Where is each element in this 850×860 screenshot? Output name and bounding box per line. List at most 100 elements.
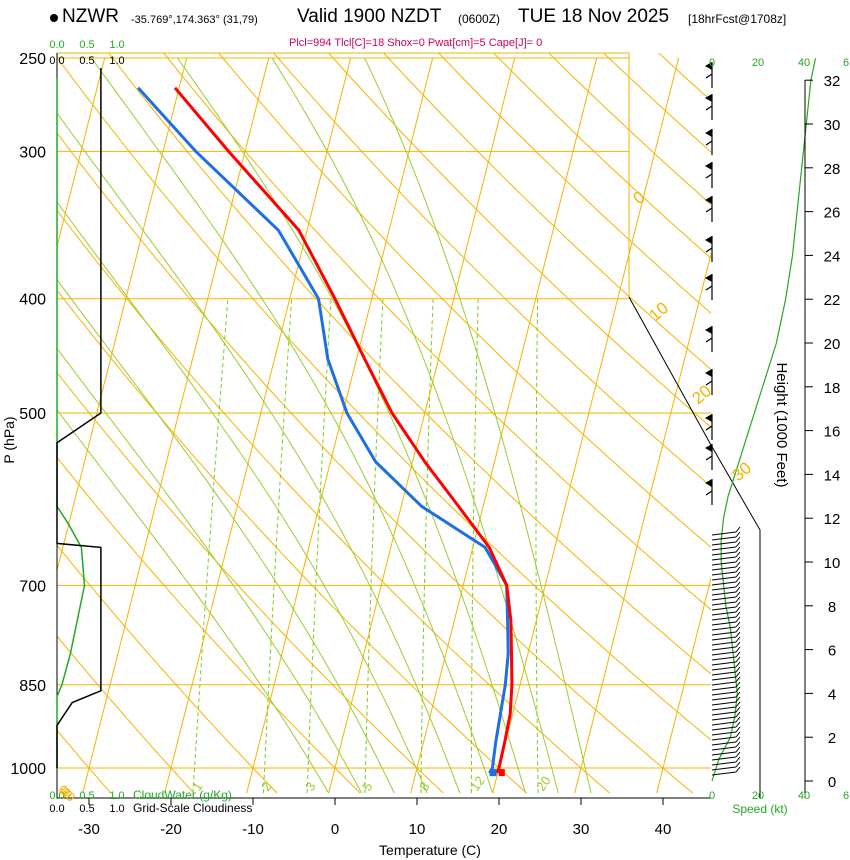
pressure-tick-label: 250 <box>19 51 46 68</box>
wind-barb <box>711 596 741 606</box>
moist-adiabat <box>57 112 461 794</box>
dry-adiabat <box>805 37 850 793</box>
dry-adiabat <box>163 53 711 611</box>
dry-adiabat <box>327 53 711 428</box>
cloudwater-line <box>56 78 86 768</box>
wind-barb <box>705 129 713 155</box>
height-tick-label: 30 <box>824 117 841 134</box>
height-tick-label: 20 <box>824 336 841 353</box>
dry-adiabat <box>57 456 361 794</box>
isobar-lines <box>57 57 711 769</box>
dry-adiabat <box>57 635 195 794</box>
dry-adiabat <box>57 209 610 794</box>
station-dot <box>50 14 58 22</box>
height-tick-label: 8 <box>828 599 836 616</box>
wind-barb <box>711 546 741 556</box>
mixing-ratio-line <box>364 298 384 794</box>
wind-barb <box>711 571 741 581</box>
wind-panel <box>705 58 817 782</box>
height-tick-label: 2 <box>828 730 836 747</box>
wind-barb <box>711 766 741 776</box>
cloudiness-label: Grid-Scale Cloudiness <box>133 801 252 815</box>
wind-barb <box>711 721 741 731</box>
wind-barb <box>711 751 741 761</box>
wind-barb <box>711 706 741 716</box>
height-tick-label: 28 <box>824 161 841 178</box>
pressure-axis-title: P (hPa) <box>1 416 17 463</box>
height-tick-label: 12 <box>824 511 841 528</box>
wind-barb <box>711 531 741 541</box>
wind-barb <box>711 626 741 636</box>
cloudiness-scale-bottom: 0.0 <box>49 803 64 815</box>
wind-barb <box>705 369 713 395</box>
wind-barb <box>711 561 741 571</box>
isotherm-label-right: 0 <box>629 187 648 208</box>
temp-tick-label: 0 <box>331 821 339 838</box>
wind-barb <box>705 479 713 505</box>
isotherm-line <box>328 57 516 794</box>
dry-adiabat <box>218 53 711 548</box>
cloudiness-scale-top: 0.5 <box>79 55 94 67</box>
wind-barb <box>711 761 741 771</box>
pressure-tick-label: 300 <box>19 144 46 161</box>
wind-barb <box>711 606 741 616</box>
moist-adiabat <box>57 278 395 794</box>
moist-adiabat <box>57 347 362 794</box>
height-tick-label: 16 <box>824 424 841 441</box>
isotherm-line <box>57 57 106 249</box>
temp-tick-label: 10 <box>409 821 426 838</box>
temp-tick-label: -30 <box>78 821 100 838</box>
mixing-ratio-label: 8 <box>416 779 432 794</box>
valid-time: Valid 1900 NZDT <box>297 6 442 27</box>
isotherm-line <box>82 57 270 794</box>
adiabat-lines <box>57 37 850 794</box>
dry-adiabat <box>57 544 278 794</box>
speed-scale-top: 40 <box>798 57 810 69</box>
wind-barb <box>711 726 741 736</box>
cloudwater-scale-top: 1.0 <box>109 39 124 51</box>
wind-barb <box>711 741 741 751</box>
wind-barb <box>705 196 713 222</box>
mixing-ratio-line <box>535 298 539 794</box>
mixing-ratio-label: 12 <box>467 773 488 793</box>
wind-barb <box>711 601 741 611</box>
wind-barb <box>711 681 741 691</box>
cloudiness-scale-top: 0.0 <box>49 55 64 67</box>
wind-barb <box>711 541 741 551</box>
cloudwater-label: CloudWater (g/Kg) <box>133 788 232 802</box>
pressure-tick-label: 850 <box>19 678 46 695</box>
wind-barb <box>711 631 741 641</box>
temp-tick-label: -20 <box>160 821 182 838</box>
cloudwater-scale-top: 0.0 <box>49 39 64 51</box>
isotherm-line <box>574 252 711 794</box>
speed-scale-bottom: 0 <box>709 790 715 802</box>
speed-scale-bottom: 40 <box>798 790 810 802</box>
height-tick-label: 0 <box>828 774 836 791</box>
speed-scale-top: 0 <box>709 57 715 69</box>
height-tick-label: 10 <box>824 555 841 572</box>
mixing-ratio-line <box>263 298 293 794</box>
mixing-ratio-line <box>306 298 332 794</box>
isotherm-line <box>656 576 711 794</box>
sounding-params: Plcl=994 Tlcl[C]=18 Shox=0 Pwat[cm]=5 Ca… <box>289 37 543 49</box>
mixing-ratio-lines <box>192 298 539 794</box>
wind-barb <box>711 746 741 756</box>
height-tick-label: 18 <box>824 380 841 397</box>
wind-barb <box>711 591 741 601</box>
dry-adiabat <box>438 53 711 314</box>
mixing-ratio-label: 20 <box>533 773 554 793</box>
height-tick-label: 22 <box>824 292 841 309</box>
temp-tick-label: -10 <box>242 821 264 838</box>
wind-barb <box>711 621 741 631</box>
mixing-ratio-label: 5 <box>359 779 375 794</box>
plot-frame <box>56 52 761 799</box>
speed-scale-top: 20 <box>752 57 764 69</box>
cloudwater-scale-top: 0.5 <box>79 39 94 51</box>
dry-adiabat <box>383 53 711 371</box>
wind-barb <box>711 671 741 681</box>
wind-barb <box>711 551 741 561</box>
wind-barb <box>705 444 713 470</box>
cloudiness-scale-top: 1.0 <box>109 55 124 67</box>
wind-barb <box>705 236 713 262</box>
